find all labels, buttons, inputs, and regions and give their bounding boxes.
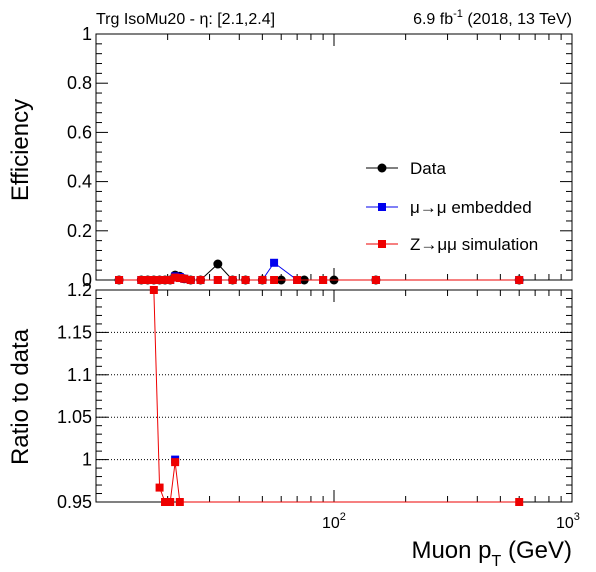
data-point	[213, 259, 223, 269]
y-tick-label: 0.6	[67, 122, 92, 142]
x-axis-title-main: Muon p	[411, 537, 491, 564]
y-tick-label: 0.4	[67, 172, 92, 192]
data-point	[166, 276, 175, 284]
efficiency-y-axis-title: Efficiency	[7, 99, 34, 201]
ratio-data-point	[161, 498, 170, 506]
y-tick-label: 1.2	[67, 280, 92, 300]
ratio-data-point	[149, 286, 158, 294]
data-point	[371, 276, 380, 284]
data-point	[515, 276, 524, 284]
data-point	[115, 276, 124, 284]
ratio-data-point	[171, 458, 180, 467]
x-axis-title: Muon pT (GeV)	[411, 537, 572, 570]
y-tick-label: 1.15	[57, 322, 92, 342]
ratio-data-point	[155, 483, 164, 492]
lumi-exponent: -1	[453, 8, 463, 20]
ratio-y-axis-title: Ratio to data	[7, 328, 34, 465]
efficiency-series-group	[114, 258, 524, 285]
legend-marker	[378, 240, 386, 248]
x-axis-title-unit: (GeV)	[501, 537, 572, 564]
y-tick-label: 1	[82, 24, 92, 44]
x-axis-title-sub: T	[492, 553, 502, 570]
data-point	[196, 276, 205, 284]
legend-label: μ→μ embedded	[410, 198, 532, 217]
y-tick-label: 0	[82, 270, 92, 290]
data-point	[241, 276, 250, 284]
x-tick-1000-base: 10	[556, 515, 574, 532]
data-point	[161, 276, 170, 284]
ratio-y-tick-labels: 0.95 1 1.05 1.1 1.15 1.2	[57, 280, 92, 512]
x-tick-100-base: 10	[322, 515, 340, 532]
x-tick-1000-exp: 3	[574, 511, 580, 523]
y-tick-label: 0.8	[67, 73, 92, 93]
y-tick-label: 1	[82, 450, 92, 470]
data-point	[228, 276, 237, 284]
legend-marker	[377, 163, 387, 173]
series-2-group	[115, 273, 524, 284]
data-point	[137, 276, 146, 284]
ratio-data-point	[515, 498, 524, 506]
ratio-series-group	[149, 286, 524, 506]
legend-label: Z→μμ simulation	[410, 235, 538, 254]
data-point	[270, 258, 279, 267]
x-tick-label-1000: 103	[556, 511, 580, 532]
ratio-axis-ticks	[95, 289, 573, 503]
lumi-value: 6.9 fb	[413, 11, 453, 28]
data-point	[143, 276, 152, 284]
header-luminosity-label: 6.9 fb-1 (2018, 13 TeV)	[413, 8, 572, 28]
data-point	[175, 274, 184, 283]
data-point	[155, 276, 164, 284]
data-point	[258, 276, 267, 284]
legend-label: Data	[410, 159, 446, 178]
ratio-data-point	[175, 498, 184, 506]
data-point	[319, 276, 328, 284]
ratio-series-1-group	[149, 286, 524, 506]
lumi-rest: (2018, 13 TeV)	[463, 11, 572, 28]
x-tick-100-exp: 2	[340, 511, 346, 523]
data-point	[213, 276, 222, 284]
y-tick-label: 0.95	[57, 492, 92, 512]
efficiency-y-tick-labels: 0 0.2 0.4 0.6 0.8 1	[67, 24, 92, 290]
legend-marker	[378, 203, 386, 211]
legend: Data μ→μ embedded Z→μμ simulation	[366, 159, 538, 254]
data-point	[186, 276, 195, 284]
efficiency-panel: 0 0.2 0.4 0.6 0.8 1 Efficiency Data μ→μ embedd…	[7, 24, 573, 290]
data-point	[293, 276, 302, 284]
ratio-data-point	[166, 498, 175, 506]
y-tick-label: 0.2	[67, 221, 92, 241]
y-tick-label: 1.05	[57, 407, 92, 427]
data-point	[270, 276, 279, 284]
header-trigger-label: Trg IsoMu20 - η: [2.1,2.4]	[96, 11, 275, 28]
data-point	[171, 273, 180, 282]
data-point	[180, 274, 189, 283]
x-tick-label-100: 102	[322, 511, 346, 532]
data-point	[149, 276, 158, 284]
y-tick-label: 1.1	[67, 365, 92, 385]
